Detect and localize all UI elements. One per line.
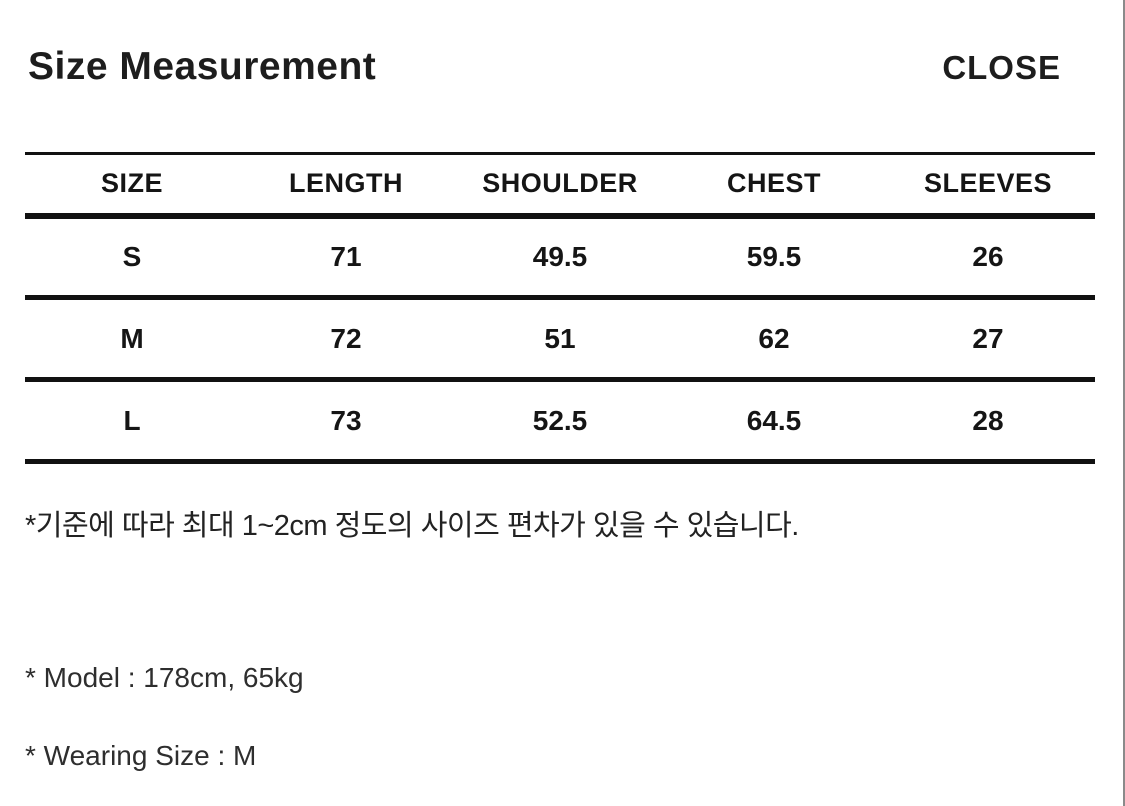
column-header-length: LENGTH (289, 168, 403, 199)
column-header-chest: CHEST (726, 168, 821, 199)
modal-header: Size Measurement CLOSE (0, 0, 1123, 90)
page-title: Size Measurement (28, 45, 377, 88)
close-button[interactable]: CLOSE (942, 49, 1061, 86)
size-tolerance-note: *기준에 따라 최대 1~2cm 정도의 사이즈 편차가 있을 수 있습니다. (25, 510, 799, 542)
table-header: SIZE LENGTH SHOULDER CHEST SLEEVES (25, 154, 1095, 216)
column-header-sleeves: SLEEVES (923, 168, 1053, 199)
column-header-size: SIZE (100, 168, 163, 199)
table-body: S 71 49.5 59.5 26 M 72 51 62 27 L 73 52.… (25, 216, 1095, 462)
sleeves-cell: 26 (972, 240, 1004, 272)
size-label-cell: L (123, 404, 141, 436)
length-cell: 73 (330, 404, 362, 436)
size-label-cell: S (122, 240, 142, 272)
size-measurement-table: SIZE LENGTH SHOULDER CHEST SLEEVES S 71 … (25, 152, 1095, 464)
chest-cell: 59.5 (746, 240, 802, 272)
size-label-cell: M (120, 322, 144, 354)
sleeves-cell: 27 (972, 322, 1004, 354)
table-header-row: SIZE LENGTH SHOULDER CHEST SLEEVES (25, 154, 1095, 216)
chest-cell: 62 (758, 322, 790, 354)
table-row-s: S 71 49.5 59.5 26 (25, 216, 1095, 298)
length-cell: 72 (330, 322, 362, 354)
model-info-note: * Model : 178cm, 65kg (25, 662, 304, 693)
length-cell: 71 (330, 240, 362, 272)
sleeves-cell: 28 (972, 404, 1004, 436)
shoulder-cell: 52.5 (532, 404, 588, 436)
table-row-m: M 72 51 62 27 (25, 298, 1095, 380)
table-row-l: L 73 52.5 64.5 28 (25, 380, 1095, 462)
column-header-shoulder: SHOULDER (482, 168, 638, 199)
shoulder-cell: 49.5 (532, 240, 588, 272)
chest-cell: 64.5 (746, 404, 802, 436)
shoulder-cell: 51 (544, 322, 576, 354)
wearing-size-note: * Wearing Size : M (25, 740, 257, 771)
